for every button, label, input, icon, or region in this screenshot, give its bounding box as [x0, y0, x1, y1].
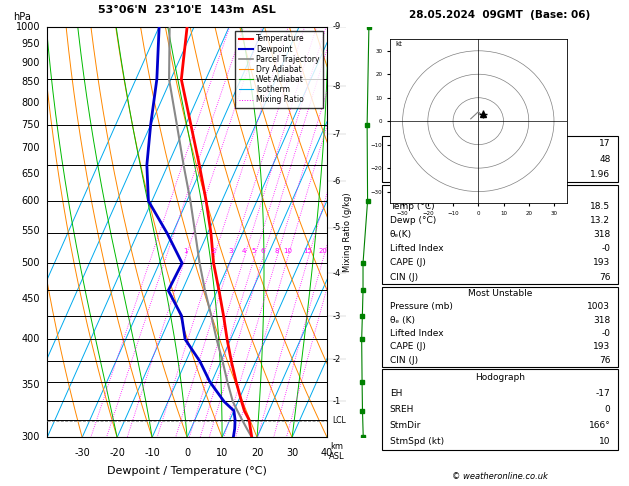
Text: 76: 76 [599, 273, 611, 282]
Text: 318: 318 [593, 230, 611, 239]
Text: 5: 5 [252, 248, 256, 255]
Text: -0: -0 [601, 244, 611, 253]
Text: 40: 40 [321, 448, 333, 458]
Text: km
ASL: km ASL [329, 441, 344, 461]
Text: 2: 2 [211, 248, 216, 255]
Text: CIN (J): CIN (J) [390, 356, 418, 365]
Text: Mixing Ratio (g/kg): Mixing Ratio (g/kg) [343, 192, 352, 272]
Text: 166°: 166° [589, 421, 611, 430]
Text: 900: 900 [22, 58, 40, 68]
Text: kt: kt [395, 41, 402, 47]
Text: -1: -1 [333, 397, 341, 406]
Text: CIN (J): CIN (J) [390, 273, 418, 282]
Text: θₑ (K): θₑ (K) [390, 315, 415, 325]
Text: 10: 10 [599, 437, 611, 446]
Text: LCL: LCL [333, 417, 347, 425]
Text: 550: 550 [21, 226, 40, 236]
Text: Surface: Surface [482, 187, 518, 196]
Text: -4: -4 [333, 269, 341, 278]
Text: 20: 20 [319, 248, 328, 255]
Text: 10: 10 [216, 448, 228, 458]
Text: 350: 350 [21, 380, 40, 390]
Text: 3: 3 [229, 248, 233, 255]
Text: EH: EH [390, 389, 402, 398]
Text: -9: -9 [333, 22, 341, 31]
Text: Lifted Index: Lifted Index [390, 244, 443, 253]
Text: 193: 193 [593, 259, 611, 267]
Text: 600: 600 [22, 196, 40, 206]
Text: Lifted Index: Lifted Index [390, 329, 443, 338]
Text: 1000: 1000 [16, 22, 40, 32]
Text: -30: -30 [74, 448, 90, 458]
Text: 450: 450 [21, 294, 40, 304]
Text: 6: 6 [260, 248, 265, 255]
Text: 15: 15 [304, 248, 313, 255]
Text: -0: -0 [601, 329, 611, 338]
Text: 800: 800 [22, 98, 40, 108]
Text: 500: 500 [21, 258, 40, 268]
Text: Dewp (°C): Dewp (°C) [390, 216, 436, 225]
Text: 850: 850 [21, 77, 40, 87]
Text: 76: 76 [599, 356, 611, 365]
Text: 300: 300 [22, 433, 40, 442]
Text: 28.05.2024  09GMT  (Base: 06): 28.05.2024 09GMT (Base: 06) [409, 10, 591, 20]
Text: -3: -3 [333, 312, 341, 321]
Text: 700: 700 [21, 143, 40, 154]
Text: θₑ(K): θₑ(K) [390, 230, 412, 239]
Text: PW (cm): PW (cm) [390, 170, 428, 179]
Text: 48: 48 [599, 155, 611, 164]
Text: Temp (°C): Temp (°C) [390, 202, 434, 210]
Text: 4: 4 [242, 248, 246, 255]
Legend: Temperature, Dewpoint, Parcel Trajectory, Dry Adiabat, Wet Adiabat, Isotherm, Mi: Temperature, Dewpoint, Parcel Trajectory… [235, 31, 323, 108]
Text: 18.5: 18.5 [591, 202, 611, 210]
Text: -6: -6 [333, 177, 341, 186]
Text: 950: 950 [21, 39, 40, 49]
Text: -17: -17 [596, 389, 611, 398]
Bar [382, 185, 618, 284]
Text: 318: 318 [593, 315, 611, 325]
Text: 193: 193 [593, 342, 611, 351]
Bar [382, 369, 618, 450]
Text: 650: 650 [21, 169, 40, 179]
Text: StmDir: StmDir [390, 421, 421, 430]
Text: CAPE (J): CAPE (J) [390, 259, 426, 267]
Text: K: K [390, 139, 396, 148]
Text: CAPE (J): CAPE (J) [390, 342, 426, 351]
Text: 13.2: 13.2 [591, 216, 611, 225]
Text: SREH: SREH [390, 405, 414, 414]
Text: 1003: 1003 [587, 302, 611, 312]
Text: Totals Totals: Totals Totals [390, 155, 444, 164]
Text: 1.96: 1.96 [591, 170, 611, 179]
Text: Pressure (mb): Pressure (mb) [390, 302, 452, 312]
Text: 20: 20 [251, 448, 264, 458]
Text: -2: -2 [333, 355, 341, 364]
Text: Most Unstable: Most Unstable [468, 289, 532, 298]
Text: 400: 400 [22, 334, 40, 344]
Text: © weatheronline.co.uk: © weatheronline.co.uk [452, 472, 548, 481]
Text: 30: 30 [286, 448, 298, 458]
Text: StmSpd (kt): StmSpd (kt) [390, 437, 444, 446]
Bar [382, 287, 618, 367]
Text: -7: -7 [333, 130, 341, 139]
Bar [382, 136, 618, 182]
Text: 0: 0 [604, 405, 611, 414]
Text: -8: -8 [333, 82, 341, 90]
Text: 1: 1 [183, 248, 187, 255]
Text: 0: 0 [184, 448, 190, 458]
Text: 8: 8 [274, 248, 279, 255]
Text: -20: -20 [109, 448, 125, 458]
Text: Hodograph: Hodograph [475, 373, 525, 382]
Text: 750: 750 [21, 120, 40, 130]
Text: hPa: hPa [13, 12, 31, 22]
Text: 53°06'N  23°10'E  143m  ASL: 53°06'N 23°10'E 143m ASL [98, 4, 276, 15]
Text: Dewpoint / Temperature (°C): Dewpoint / Temperature (°C) [107, 466, 267, 476]
Text: -10: -10 [144, 448, 160, 458]
Text: -5: -5 [333, 224, 341, 232]
Text: 17: 17 [599, 139, 611, 148]
Text: 10: 10 [283, 248, 292, 255]
